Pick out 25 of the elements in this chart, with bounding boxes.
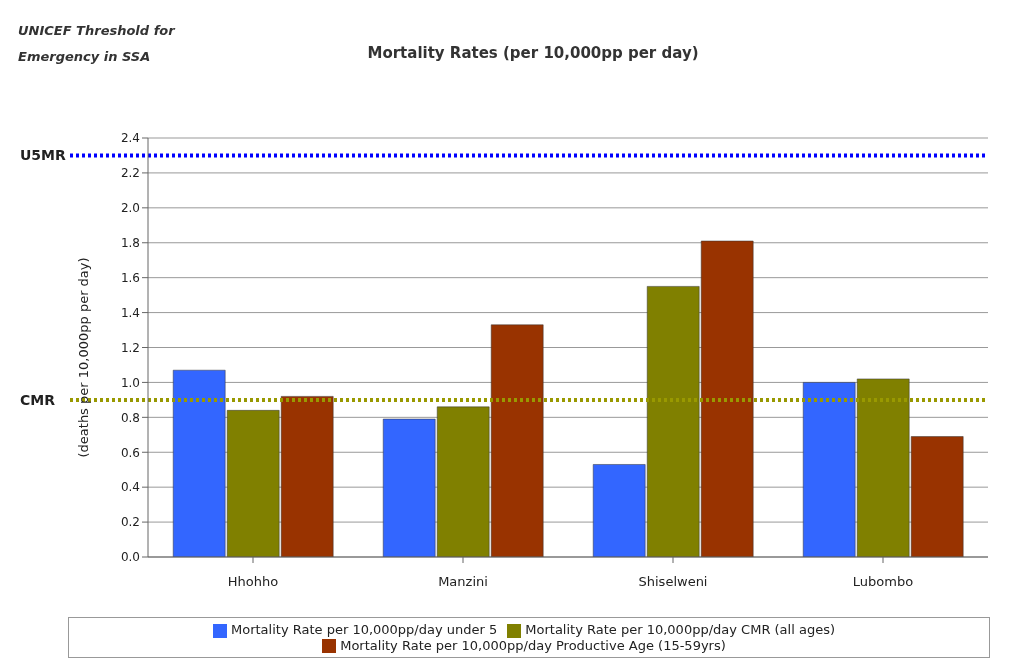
y-tick-label: 2.4 [120,131,140,146]
ref-line-label: U5MR [20,147,67,164]
y-tick-label: 0.2 [120,515,140,530]
y-tick-label: 1.0 [120,375,140,390]
chart-title: Mortality Rates (per 10,000pp per day) [366,44,700,62]
legend-label: Mortality Rate per 10,000pp/day under 5 [230,622,498,637]
x-tick-label: Manzini [438,574,488,590]
y-tick-label: 1.6 [120,270,140,285]
y-tick-label: 0.4 [120,480,140,495]
y-tick-label: 0.6 [120,445,140,460]
x-tick-label: Hhohho [227,574,279,590]
y-tick-label: 2.0 [120,201,140,216]
x-tick-label: Shiselweni [638,574,708,590]
y-tick-label: 1.4 [120,305,140,320]
legend-label: Mortality Rate per 10,000pp/day Productive Age (15-59yrs) [340,637,726,653]
x-tick-label: Lubombo [852,574,914,590]
legend-label: Mortality Rate per 10,000pp/day CMR (all ages) [525,622,836,637]
ref-line-label: CMR [20,391,56,408]
y-tick-label: 0.8 [120,410,140,425]
y-tick-label: 1.8 [120,236,140,251]
y-tick-label: 2.2 [120,166,140,181]
y-tick-label: 0.0 [120,550,140,565]
text: UNICEF Threshold for Emergency in SSA [18,22,177,66]
y-tick-label: 1.2 [120,340,140,355]
y-axis-title: (deaths per 10,000pp per day) [75,257,91,458]
